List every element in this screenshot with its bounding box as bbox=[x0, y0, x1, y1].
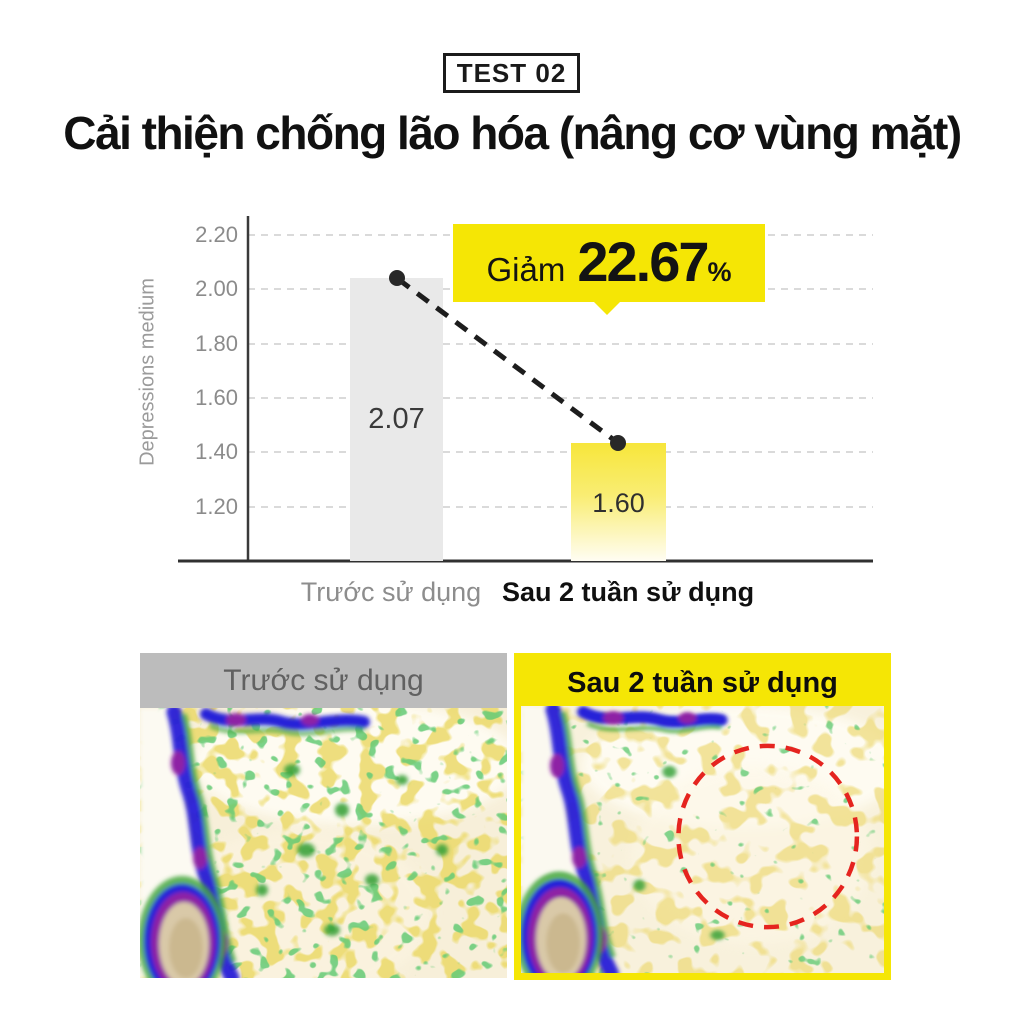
y-tick: 1.20 bbox=[195, 494, 238, 519]
test-badge-label: TEST 02 bbox=[456, 57, 567, 88]
y-tick: 2.00 bbox=[195, 276, 238, 301]
reduction-unit: % bbox=[707, 257, 732, 287]
bar-value-before: 2.07 bbox=[368, 403, 425, 435]
before-panel-image bbox=[140, 708, 507, 978]
before-image-panel: Trước sử dụng bbox=[140, 653, 507, 978]
after-panel-image bbox=[521, 706, 884, 973]
bar-value-after: 1.60 bbox=[592, 488, 645, 518]
bar-after bbox=[571, 443, 666, 561]
after-panel-header: Sau 2 tuần sử dụng bbox=[521, 660, 884, 706]
after-panel-title: Sau 2 tuần sử dụng bbox=[567, 666, 838, 699]
reduction-callout: Giảm 22.67% bbox=[453, 224, 765, 302]
depression-oval bbox=[521, 871, 604, 973]
before-panel-title: Trước sử dụng bbox=[223, 663, 424, 697]
reduction-prefix: Giảm bbox=[486, 251, 566, 288]
page-title: Cải thiện chống lão hóa (nâng cơ vùng mặ… bbox=[63, 107, 962, 159]
y-axis-label: Depressions medium bbox=[136, 278, 159, 466]
y-tick: 1.80 bbox=[195, 331, 238, 356]
callout-pointer-icon bbox=[592, 300, 622, 315]
y-tick: 1.40 bbox=[195, 439, 238, 464]
depression-oval bbox=[140, 876, 226, 978]
x-label-before: Trước sử dụng bbox=[300, 577, 482, 607]
test-badge: TEST 02 bbox=[443, 53, 580, 93]
skin-heatmap-after bbox=[521, 706, 884, 973]
after-image-panel: Sau 2 tuần sử dụng bbox=[514, 653, 891, 980]
reduction-value: 22.67 bbox=[577, 230, 709, 293]
y-tick: 1.60 bbox=[195, 385, 238, 410]
x-label-after: Sau 2 tuần sử dụng bbox=[502, 577, 755, 607]
before-panel-header: Trước sử dụng bbox=[140, 653, 507, 708]
y-tick: 2.20 bbox=[195, 222, 238, 247]
skin-heatmap-before bbox=[140, 708, 507, 978]
